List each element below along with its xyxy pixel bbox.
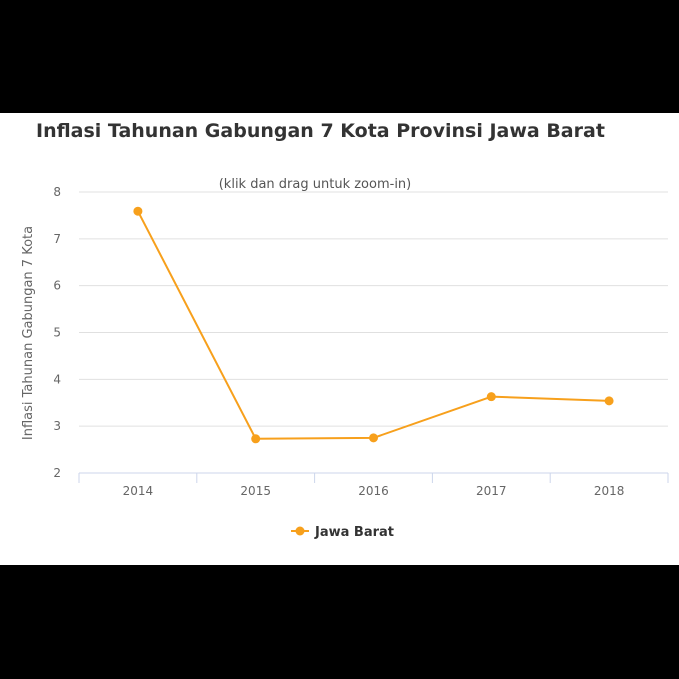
y-tick-labels: 2 3 4 5 6 7 8 [53, 185, 61, 480]
y-tick-label: 6 [53, 279, 61, 293]
chart-panel [0, 113, 679, 565]
y-tick-label: 7 [53, 232, 61, 246]
x-axis: 2014 2015 2016 2017 2018 [78, 472, 669, 498]
x-tick-label: 2015 [240, 484, 271, 498]
y-tick-label: 8 [53, 185, 61, 199]
y-tick-label: 5 [53, 326, 61, 340]
legend-label[interactable]: Jawa Barat [314, 525, 394, 540]
data-point[interactable] [133, 206, 143, 216]
data-point[interactable] [486, 392, 496, 402]
data-point[interactable] [604, 396, 614, 406]
x-tick-label: 2017 [476, 484, 507, 498]
legend-marker [295, 526, 305, 536]
y-tick-label: 2 [53, 466, 61, 480]
y-tick-label: 3 [53, 419, 61, 433]
series-layer [133, 206, 614, 444]
chart-title: Inflasi Tahunan Gabungan 7 Kota Provinsi… [36, 120, 605, 142]
legend[interactable]: Jawa Barat [291, 525, 394, 540]
chart-subtitle: (klik dan drag untuk zoom-in) [219, 177, 412, 192]
data-point[interactable] [369, 433, 378, 443]
x-tick-label: 2018 [594, 484, 625, 498]
series-line [137, 210, 610, 440]
x-tick-label: 2016 [358, 484, 389, 498]
y-axis-title: Inflasi Tahunan Gabungan 7 Kota [21, 226, 36, 440]
data-point[interactable] [251, 434, 261, 444]
x-tick-label: 2014 [123, 484, 154, 498]
grid-lines [79, 191, 668, 427]
y-tick-label: 4 [53, 372, 61, 386]
